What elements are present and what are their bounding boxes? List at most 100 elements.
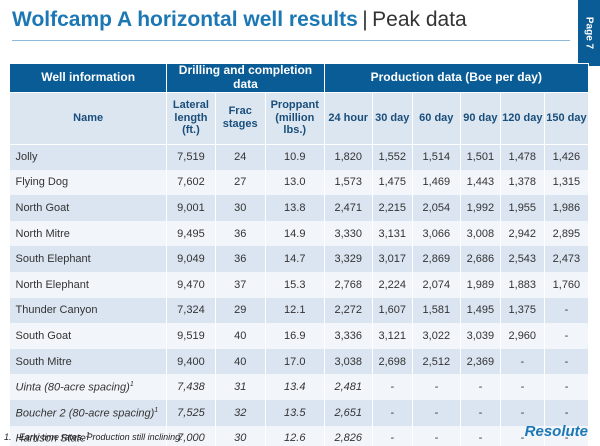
table-cell: 1,883 [500,272,545,298]
well-name: Thunder Canyon [15,304,98,317]
table-cell: 1,573 [324,169,373,196]
footnote-number: 1. [4,432,12,442]
table-cell: 36 [215,220,266,247]
well-name: North Mitre [15,227,70,240]
table-cell: 1,552 [372,144,413,170]
well-name-cell: South Elephant [9,246,168,273]
table-row: North Elephant 9,470 37 15.3 2,768 2,224 2,074… [9,272,590,298]
table-cell: - [460,400,501,426]
well-name: Uinta (80-acre spacing) [15,381,130,394]
table-cell: 15.3 [265,272,325,298]
page-number-tab: Page 7 [578,0,600,66]
table-cell: - [544,348,590,375]
table-cell: 3,121 [372,323,413,349]
table-cell: 12.1 [265,297,325,324]
table-cell: 2,473 [544,246,590,273]
table-cell: 1,992 [460,195,501,221]
table-cell: 7,602 [166,169,216,196]
col-frac-stages: Frac stages [214,91,266,145]
col-24-hour: 24 hour [323,91,373,145]
table-cell: 1,607 [372,297,413,324]
well-name: Harrison State [15,432,86,445]
table-cell: 31 [215,374,266,401]
table-cell: 2,686 [460,246,501,273]
table-cell: 2,512 [412,348,461,375]
table-cell: 3,329 [324,246,373,273]
table-cell: 9,519 [166,323,216,349]
table-cell: 1,760 [544,272,590,298]
table-cell: 2,960 [500,323,545,349]
table-row: Uinta (80-acre spacing)1 7,438 31 13.4 2,481… [9,374,590,401]
table-cell: 29 [215,297,266,324]
table-cell: 13.0 [265,169,325,196]
table-cell: 3,022 [412,323,461,349]
table-cell: 1,443 [460,169,501,196]
well-name: South Elephant [15,253,91,266]
well-name-cell: North Elephant [9,272,168,298]
well-name-cell: South Goat [9,323,168,349]
table-cell: - [544,323,590,349]
table-row: South Mitre 9,400 40 17.0 3,038 2,698 2,512 2,3… [9,348,590,375]
table-row: North Goat 9,001 30 13.8 2,471 2,215 2,054 1,99… [9,195,590,221]
table-cell: 7,324 [166,297,216,324]
table-cell: - [500,400,545,426]
well-name-cell: Boucher 2 (80-acre spacing)1 [9,400,168,426]
table-cell: 16.9 [265,323,325,349]
well-name-cell: Jolly [9,144,168,170]
table-cell: 1,478 [500,144,545,170]
page-number-label: Page 7 [583,16,595,50]
table-cell: 1,495 [460,297,501,324]
table-cell: 1,501 [460,144,501,170]
well-name-cell: Flying Dog [9,169,168,196]
table-cell: 2,698 [372,348,413,375]
table-cell: - [460,425,501,446]
table-cell: - [412,400,461,426]
table-cell: 17.0 [265,348,325,375]
well-name-cell: South Mitre [9,348,168,375]
well-name: South Mitre [15,355,72,368]
table-cell: - [412,425,461,446]
table-cell: 1,955 [500,195,545,221]
well-name-cell: Thunder Canyon [9,297,168,324]
well-name: Jolly [15,151,38,164]
table-cell: - [460,374,501,401]
well-name-cell: Harrison State1 [9,425,168,446]
table-row: Jolly 7,519 24 10.9 1,820 1,552 1,514 1,501 1,47… [9,144,590,170]
table-cell: 7,438 [166,374,216,401]
table-cell: 30 [215,425,266,446]
group-drilling: Drilling and completion data [166,63,325,93]
table-cell: 3,039 [460,323,501,349]
table-row: South Elephant 9,049 36 14.7 3,329 3,017 2,869… [9,246,590,273]
table-cell: 2,272 [324,297,373,324]
table-cell: 1,986 [544,195,590,221]
col-120-day: 120 day [499,91,545,145]
table-cell: 2,543 [500,246,545,273]
well-name-cell: North Goat [9,195,168,221]
table-cell: 37 [215,272,266,298]
table-cell: - [500,348,545,375]
well-results-table: Well information Drilling and completion… [8,63,590,446]
page-title: Wolfcamp A horizontal well results | Pea… [12,8,467,36]
table-cell: 9,400 [166,348,216,375]
table-cell: 9,495 [166,220,216,247]
table-cell: 13.8 [265,195,325,221]
table-cell: 30 [215,195,266,221]
table-cell: 24 [215,144,266,170]
table-cell: 13.4 [265,374,325,401]
col-60-day: 60 day [411,91,461,145]
table-cell: - [500,425,545,446]
table-cell: 14.9 [265,220,325,247]
well-name: North Elephant [15,278,89,291]
table-cell: 2,369 [460,348,501,375]
table-cell: - [372,400,413,426]
table-cell: - [544,374,590,401]
well-name-cell: Uinta (80-acre spacing)1 [9,374,168,401]
footnote-text: Early time rates. Production still incli… [19,432,183,442]
table-cell: 7,000 [166,425,216,446]
table-cell: - [544,425,590,446]
table-cell: 3,038 [324,348,373,375]
table-cell: - [544,400,590,426]
table-cell: 2,054 [412,195,461,221]
well-name: North Goat [15,202,70,215]
well-name: Boucher 2 (80-acre spacing) [15,407,155,420]
